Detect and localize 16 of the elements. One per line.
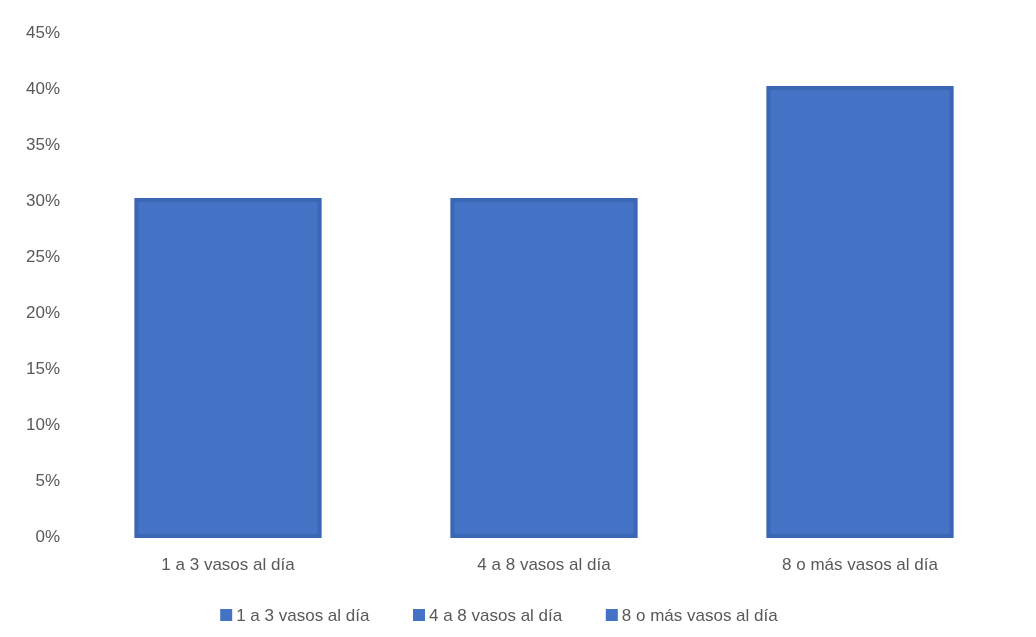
y-tick-label: 40%: [25, 78, 60, 98]
y-tick-label: 15%: [25, 358, 60, 378]
x-tick-label: 4 a 8 vasos al día: [477, 555, 612, 574]
y-tick-label: 30%: [25, 190, 60, 210]
y-tick-label: 0%: [35, 526, 60, 546]
y-tick-label: 20%: [25, 302, 60, 322]
y-tick-label: 45%: [25, 22, 60, 42]
y-tick-label: 25%: [25, 246, 60, 266]
y-tick-label: 35%: [25, 134, 60, 154]
legend-label: 8 o más vasos al día: [621, 605, 779, 625]
legend-label: 4 a 8 vasos al día: [429, 605, 563, 625]
x-tick-label: 8 o más vasos al día: [782, 555, 939, 574]
x-tick-label: 1 a 3 vasos al día: [161, 555, 296, 574]
y-tick-label: 10%: [25, 414, 60, 434]
y-tick-label: 5%: [35, 470, 60, 490]
legend-label: 1 a 3 vasos al día: [236, 605, 370, 625]
